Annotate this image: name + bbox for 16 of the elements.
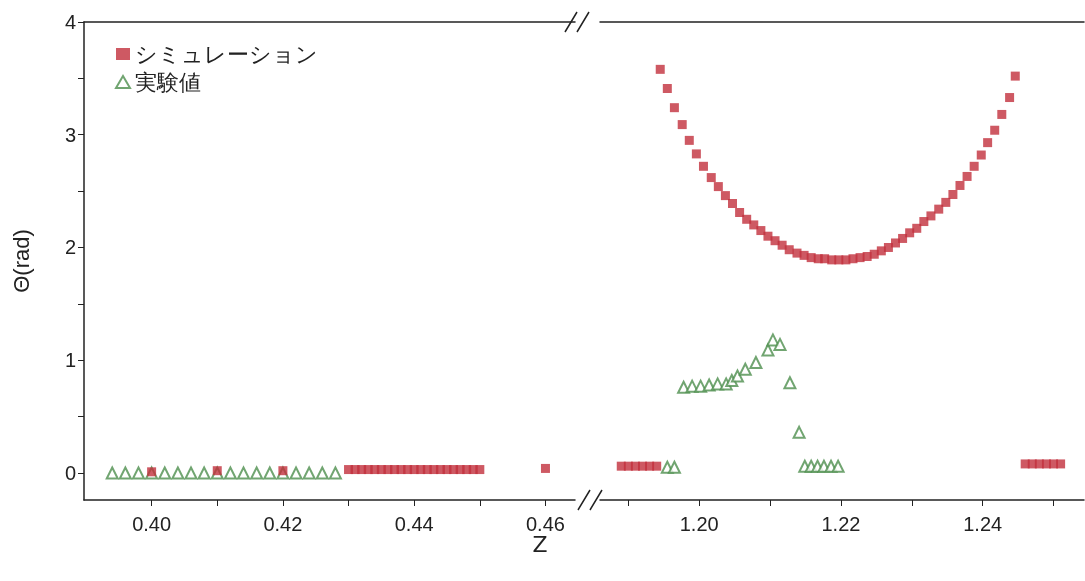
- x-tick-label: 0.40: [132, 513, 172, 535]
- x-tick-label: 1.20: [679, 513, 719, 535]
- legend-label: 実験値: [135, 69, 201, 95]
- y-tick-label: 3: [64, 123, 76, 146]
- x-tick-label: 0.46: [525, 513, 565, 535]
- y-tick-label: 0: [64, 461, 76, 484]
- legend-label: シミュレーション: [135, 41, 318, 67]
- y-tick-label: 2: [64, 236, 76, 259]
- x-tick-label: 0.44: [394, 513, 434, 535]
- y-tick-label: 1: [64, 349, 76, 372]
- x-tick-label: 0.42: [263, 513, 303, 535]
- x-axis-title: Z: [531, 532, 549, 557]
- y-tick-label: 4: [64, 11, 76, 33]
- x-tick-label: 1.22: [821, 513, 861, 535]
- y-axis-title: Θ(rad): [8, 229, 34, 293]
- x-tick-label: 1.24: [963, 513, 1003, 535]
